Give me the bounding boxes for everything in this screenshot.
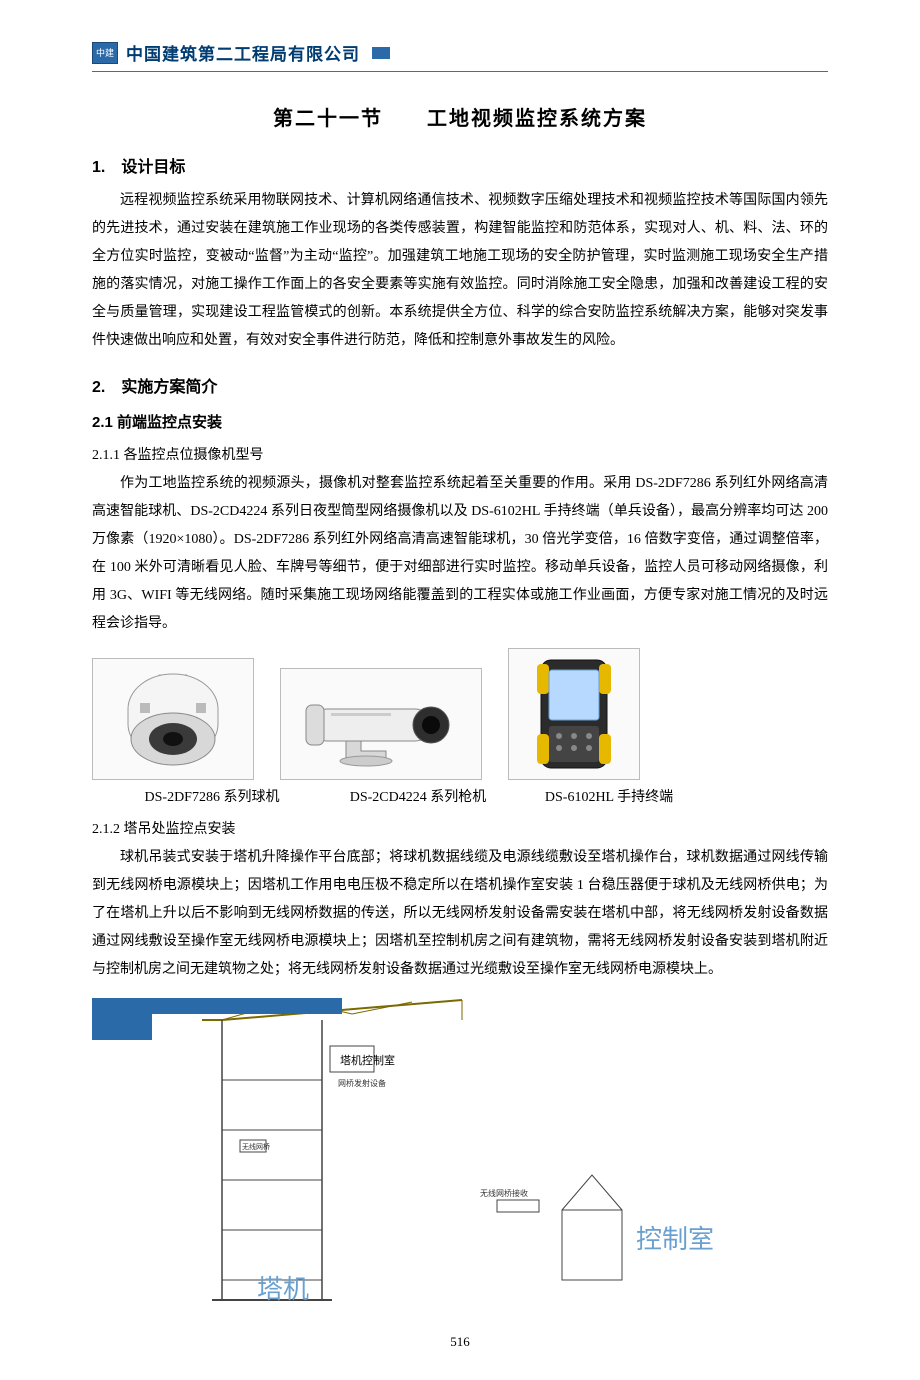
section-2-heading: 2. 实施方案简介 [92,373,828,397]
page-number: 516 [92,1334,828,1350]
section-2-1-1-paragraph: 作为工地监控系统的视频源头，摄像机对整套监控系统起着至关重要的作用。采用 DS-… [92,470,828,638]
logo-text: 中建 [96,46,114,59]
diagram-router-label: 网桥发射设备 [338,1078,386,1088]
header-divider [92,71,828,72]
diagram-overlay-bar [92,998,342,1014]
diagram-rx-text: 无线网桥接收 [480,1188,528,1198]
section-2-1-2-paragraph: 球机吊装式安装于塔机升降操作平台底部；将球机数据线缆及电源线缆敷设至塔机操作台，… [92,844,828,984]
section-2-1-2-heading: 2.1.2 塔吊处监控点安装 [92,818,828,838]
camera-image-bullet [280,668,482,780]
company-name: 中国建筑第二工程局有限公司 [126,40,360,65]
section-2-1-heading: 2.1 前端监控点安装 [92,411,828,432]
camera-row [92,648,828,780]
camera-labels: DS-2DF7286 系列球机 DS-2CD4224 系列枪机 DS-6102H… [132,786,828,806]
section-1-paragraph: 远程视频监控系统采用物联网技术、计算机网络通信技术、视频数字压缩处理技术和视频监… [92,187,828,355]
diagram-overlay-block [92,1014,152,1040]
page-title: 第二十一节 工地视频监控系统方案 [92,102,828,131]
tower-diagram: 塔机控制室 网桥发射设备 无线网桥 无线网桥接收 塔机 控制室 [92,990,732,1310]
diagram-tower-label: 塔机 [257,1275,309,1304]
camera-label-2: DS-2CD4224 系列枪机 [318,786,518,806]
section-1-heading: 1. 设计目标 [92,153,828,177]
section-2-1-1-heading: 2.1.1 各监控点位摄像机型号 [92,444,828,464]
company-logo: 中建 [92,42,118,64]
camera-label-3: DS-6102HL 手持终端 [544,786,674,806]
camera-label-1: DS-2DF7286 系列球机 [132,786,292,806]
header-accent [372,47,390,59]
diagram-tx-text: 无线网桥 [242,1142,270,1151]
document-header: 中建 中国建筑第二工程局有限公司 [92,40,828,65]
camera-image-handheld [508,648,640,780]
camera-image-dome [92,658,254,780]
diagram-control-label: 控制室 [636,1225,714,1254]
diagram-cab-label: 塔机控制室 [340,1053,395,1067]
